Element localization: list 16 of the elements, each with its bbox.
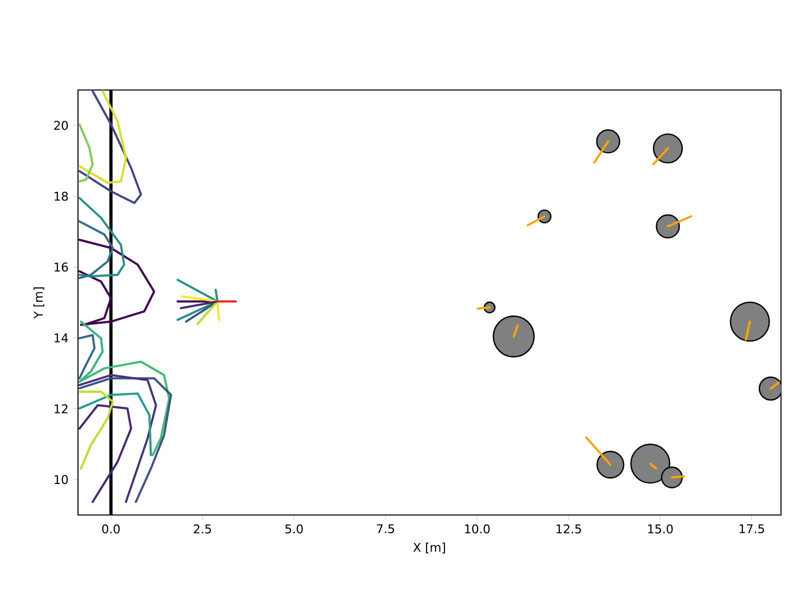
y-tick-label: 12: [54, 404, 68, 414]
x-tick-label: 15.0: [648, 524, 673, 534]
y-tick-label: 20: [54, 120, 68, 130]
x-axis-title: X [m]: [413, 542, 446, 554]
x-tick-label: 10.0: [465, 524, 490, 534]
y-tick-label: 10: [54, 475, 68, 484]
x-tick-label: 7.5: [377, 524, 394, 534]
x-tick-label: 5.0: [285, 524, 303, 534]
y-tick-label: 18: [54, 192, 68, 201]
y-tick-label: 14: [54, 334, 68, 342]
y-tick-label: 16: [54, 262, 68, 272]
y-axis-title: Y [m]: [34, 287, 44, 319]
x-tick-label: 17.5: [740, 524, 764, 534]
x-tick-label: 2.5: [194, 524, 211, 534]
x-tick-label: 12.5: [556, 524, 581, 534]
x-tick-label: 0.0: [102, 524, 120, 534]
